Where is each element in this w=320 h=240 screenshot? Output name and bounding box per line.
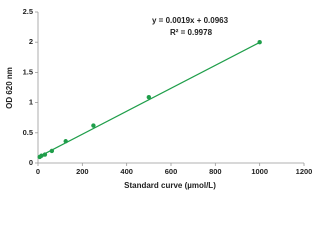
x-axis-label: Standard curve (µmol/L) (124, 181, 216, 190)
trendline (39, 41, 260, 157)
data-point (42, 152, 48, 157)
x-tick-label: 400 (120, 167, 133, 176)
x-tick-label: 800 (209, 167, 222, 176)
data-point (257, 40, 262, 45)
y-tick-label: 2.5 (23, 7, 33, 16)
x-tick-label: 600 (165, 167, 178, 176)
data-point (63, 139, 68, 144)
y-tick-label: 2 (29, 37, 33, 46)
y-tick-label: 1.5 (23, 67, 33, 76)
x-tick-label: 0 (36, 167, 40, 176)
y-tick-label: 0 (29, 158, 33, 167)
y-tick-label: 0.5 (23, 128, 33, 137)
chart: Standard curve (µmol/L) OD 620 nm y = 0.… (5, 7, 313, 190)
data-point (146, 94, 152, 100)
data-point (91, 123, 96, 128)
data-point (49, 148, 55, 154)
x-tick-label: 1000 (251, 167, 268, 176)
x-tick-label: 200 (76, 167, 89, 176)
data-point (39, 153, 44, 158)
trendline-equation: y = 0.0019x + 0.0963 (152, 16, 229, 25)
y-tick-label: 1 (29, 98, 33, 107)
y-axis-label: OD 620 nm (5, 67, 14, 109)
x-tick-label: 1200 (296, 167, 313, 176)
r-squared: R² = 0.9978 (170, 28, 213, 37)
